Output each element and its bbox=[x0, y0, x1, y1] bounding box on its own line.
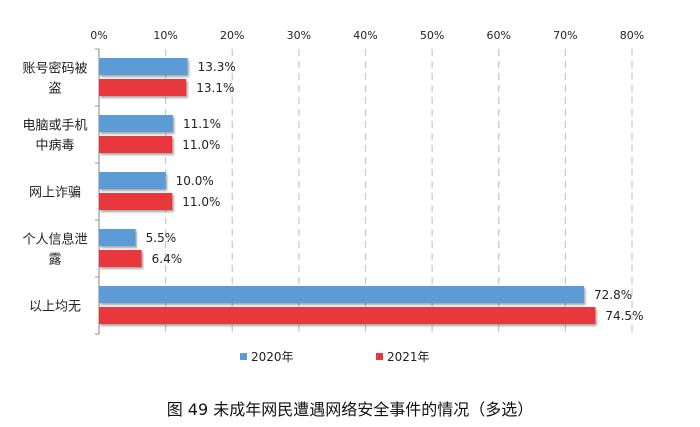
data-label: 10.0% bbox=[176, 174, 214, 188]
bar-2020 bbox=[99, 229, 136, 246]
legend-label: 2021年 bbox=[387, 350, 430, 364]
x-tick-label: 70% bbox=[553, 29, 577, 42]
category-label: 个人信息泄 bbox=[22, 232, 87, 248]
bar-2021 bbox=[99, 193, 173, 210]
bar-2020 bbox=[99, 115, 173, 132]
x-tick-label: 40% bbox=[353, 29, 377, 42]
legend-label: 2020年 bbox=[251, 350, 294, 364]
data-label: 74.5% bbox=[605, 309, 643, 323]
data-label: 5.5% bbox=[146, 231, 177, 245]
chart-title: 图 49 未成年网民遭遇网络安全事件的情况（多选） bbox=[166, 400, 534, 419]
x-tick-label: 10% bbox=[153, 29, 177, 42]
x-tick-label: 30% bbox=[287, 29, 311, 42]
x-tick-label: 0% bbox=[90, 29, 107, 42]
data-label: 11.0% bbox=[182, 138, 220, 152]
data-label: 13.1% bbox=[196, 81, 234, 95]
bar-2021 bbox=[99, 79, 187, 96]
category-label: 盗 bbox=[48, 81, 61, 97]
x-tick-label: 50% bbox=[420, 29, 444, 42]
category-label: 中病毒 bbox=[35, 139, 74, 154]
bar-2020 bbox=[99, 58, 188, 75]
bar-2020 bbox=[99, 286, 585, 303]
category-label: 以上均无 bbox=[29, 300, 81, 315]
legend-swatch bbox=[240, 353, 247, 360]
bar-2021 bbox=[99, 250, 142, 267]
category-label: 账号密码被 bbox=[22, 61, 87, 77]
bar-2021 bbox=[99, 136, 173, 153]
x-tick-label: 20% bbox=[220, 29, 244, 42]
data-label: 11.1% bbox=[183, 117, 221, 131]
category-label: 网上诈骗 bbox=[29, 186, 81, 201]
data-label: 72.8% bbox=[594, 288, 632, 302]
bar-2020 bbox=[99, 172, 166, 189]
legend-swatch bbox=[376, 353, 383, 360]
bar-2021 bbox=[99, 307, 596, 324]
data-label: 13.3% bbox=[198, 60, 236, 74]
x-tick-label: 60% bbox=[487, 29, 511, 42]
data-label: 11.0% bbox=[182, 195, 220, 209]
x-tick-label: 80% bbox=[620, 29, 644, 42]
data-label: 6.4% bbox=[152, 252, 183, 266]
category-label: 电脑或手机 bbox=[22, 119, 87, 134]
category-label: 露 bbox=[48, 253, 61, 268]
